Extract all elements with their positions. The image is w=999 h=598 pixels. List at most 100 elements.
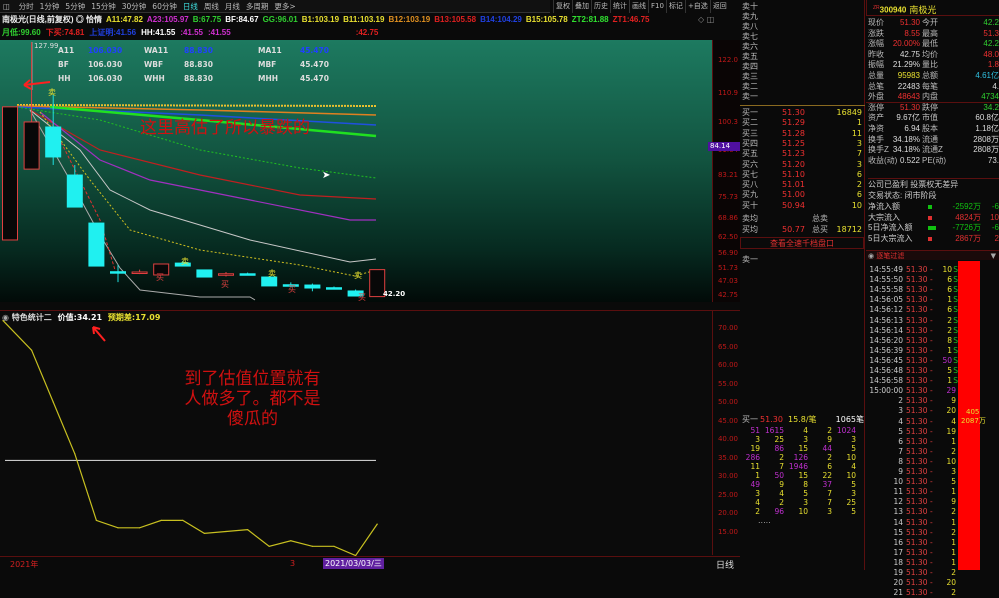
queue-cell: 15 [798, 444, 808, 453]
toolbar-menu-icon[interactable]: ◫ [3, 2, 11, 11]
flow-bar [928, 226, 936, 231]
avg-buy-row: 买均 50.77 总买 18712 [742, 225, 864, 235]
indicator-panel[interactable]: ◉ 特色统计二 价值:34.21 预期差:17.09 到了估值位置就有 人做多了… [0, 310, 712, 556]
tick-row: 5 51.30- 19 [866, 427, 961, 437]
tick-volume: 5 [951, 477, 956, 487]
indicator-point [117, 527, 119, 529]
candle-body [174, 262, 191, 267]
tool-button[interactable]: 返回 [709, 0, 729, 13]
indicator-tick: 35.00 [717, 453, 738, 462]
ask-row[interactable]: 卖四 [742, 62, 864, 72]
tab-6[interactable]: 日线 [182, 2, 198, 11]
tab-10[interactable]: 更多> [274, 2, 296, 11]
filter-icon[interactable]: ◉ [868, 252, 877, 260]
candle-body [110, 271, 126, 274]
ask-row[interactable]: 卖八 [742, 22, 864, 32]
indicator-settings-icon[interactable]: ◉ [2, 313, 9, 322]
tool-button[interactable]: +自选 [684, 0, 710, 13]
full-depth-link[interactable]: 查看全速千档盘口 [740, 237, 864, 249]
tick-row: 14:56:45 51.30-50 S [866, 356, 961, 366]
ask-label: 卖十 [742, 2, 758, 11]
tick-flag-icon: - [930, 446, 933, 456]
tool-button[interactable]: 叠加 [572, 0, 591, 13]
fund-flow-row: 大宗流入 4824万 10 [866, 213, 999, 224]
ask-row[interactable]: 卖十 [742, 2, 864, 12]
tick-price: 51.30 [906, 355, 928, 365]
tick-flag-icon: - [930, 537, 933, 547]
queue-cell: 3 [755, 489, 760, 498]
tick-price: 51.30 [906, 315, 928, 325]
ask-row[interactable]: 卖六 [742, 42, 864, 52]
queue-row: 3 25 3 9 3 [740, 435, 864, 444]
tab-3[interactable]: 15分钟 [91, 2, 116, 11]
tick-row: 14 51.30- 1 [866, 518, 961, 528]
field-value: 9.67亿 [896, 113, 920, 123]
tick-row: 11 51.30- 1 [866, 487, 961, 497]
indicator-tick: 25.00 [717, 490, 738, 499]
bid-row[interactable]: 买八 51.01 2 [742, 180, 864, 190]
tab-4[interactable]: 30分钟 [121, 2, 147, 11]
period-label[interactable]: 日线 [716, 561, 735, 571]
ask-row[interactable]: 卖五 [742, 52, 864, 62]
bid-row[interactable]: 买五 51.23 7 [742, 149, 864, 159]
bid-row[interactable]: 买六 51.20 3 [742, 160, 864, 170]
field-value: 95983 [897, 71, 920, 80]
tool-button[interactable]: 历史 [591, 0, 610, 13]
table-cell: 88.830 [184, 74, 213, 83]
tick-row: 4 51.30-4 [866, 417, 961, 427]
ask-row[interactable]: 卖七 [742, 32, 864, 42]
price-tick: 68.86 [717, 214, 738, 222]
bid-volume: 10 [851, 200, 862, 210]
field-label: 换手Z [868, 145, 889, 155]
tick-flag-icon: - [930, 325, 933, 335]
indicator-tick: 60.00 [717, 361, 738, 369]
bid-row[interactable]: 买三 51.28 11 [742, 129, 864, 139]
tab-9[interactable]: 多周期 [245, 2, 269, 11]
bid-row[interactable]: 买十 50.94 10 [742, 201, 864, 211]
tab-2[interactable]: 5分钟 [65, 2, 86, 11]
queue-more[interactable]: ..... [758, 516, 771, 525]
ask-row[interactable]: 卖九 [742, 12, 864, 22]
high-price-label: 127.99 [34, 42, 59, 50]
tick-side: S [953, 366, 958, 375]
queue-cell: 6 [827, 462, 832, 471]
indicator-series-line [2, 320, 378, 556]
dropdown-icon[interactable]: ▼ [990, 252, 996, 260]
field-label: 量比 [922, 60, 938, 70]
tab-5[interactable]: 60分钟 [152, 2, 177, 11]
tab-7[interactable]: 周线 [203, 2, 219, 11]
tab-1[interactable]: 1分钟 [39, 2, 60, 11]
tab-0[interactable]: 分时 [18, 2, 34, 11]
bid-row[interactable]: 买二 51.29 1 [742, 118, 864, 128]
bid-row[interactable]: 买九 51.00 6 [742, 190, 864, 200]
tick-time: 14:56:45 [869, 355, 903, 365]
indicator-value: B12:103.19 [388, 15, 431, 24]
bid-price: 51.30 [782, 108, 805, 117]
red-dashed-line [49, 119, 116, 271]
tool-button[interactable]: 复权 [553, 0, 572, 13]
ask-row[interactable]: 卖三 [742, 72, 864, 82]
bid-label: 买六 [742, 159, 758, 169]
tab-8[interactable]: 月线 [224, 2, 240, 11]
tick-list[interactable]: ◉ 逐笔过滤 ▼ 405 2087万 14:55:49 51.30-10 S 14:55:50… [866, 250, 999, 597]
tool-button[interactable]: 画线 [629, 0, 648, 13]
window-controls[interactable]: ◇ ◫ [698, 15, 715, 24]
tick-flag-icon: - [930, 345, 933, 355]
queue-cell: 5 [803, 489, 808, 498]
field-value: 1.8 [987, 60, 999, 70]
tool-button[interactable]: 统计 [610, 0, 629, 13]
ask-row[interactable]: 卖二 [742, 82, 864, 92]
tick-price: 51.30 [906, 588, 928, 598]
tick-time: 14:56:13 [869, 315, 903, 325]
tick-side: S [953, 305, 958, 315]
ask-row[interactable]: 卖一 [742, 92, 864, 102]
ask1-label: 卖一 [742, 255, 758, 264]
bid-row[interactable]: 买四 51.25 3 [742, 139, 864, 149]
tool-button[interactable]: F10 [648, 0, 666, 13]
bid-row[interactable]: 买七 51.10 6 [742, 170, 864, 180]
candle [261, 276, 278, 287]
kline-chart[interactable]: 卖卖卖卖买买买买 127.99 42.20 A11 106.030 WA11 88.8… [0, 40, 712, 302]
bid-row[interactable]: 买一 51.30 16849 [742, 108, 864, 118]
tool-button[interactable]: 标记 [665, 0, 685, 13]
queue-header: 买一 51.30 15.8/笔 1065笔 [742, 415, 864, 425]
